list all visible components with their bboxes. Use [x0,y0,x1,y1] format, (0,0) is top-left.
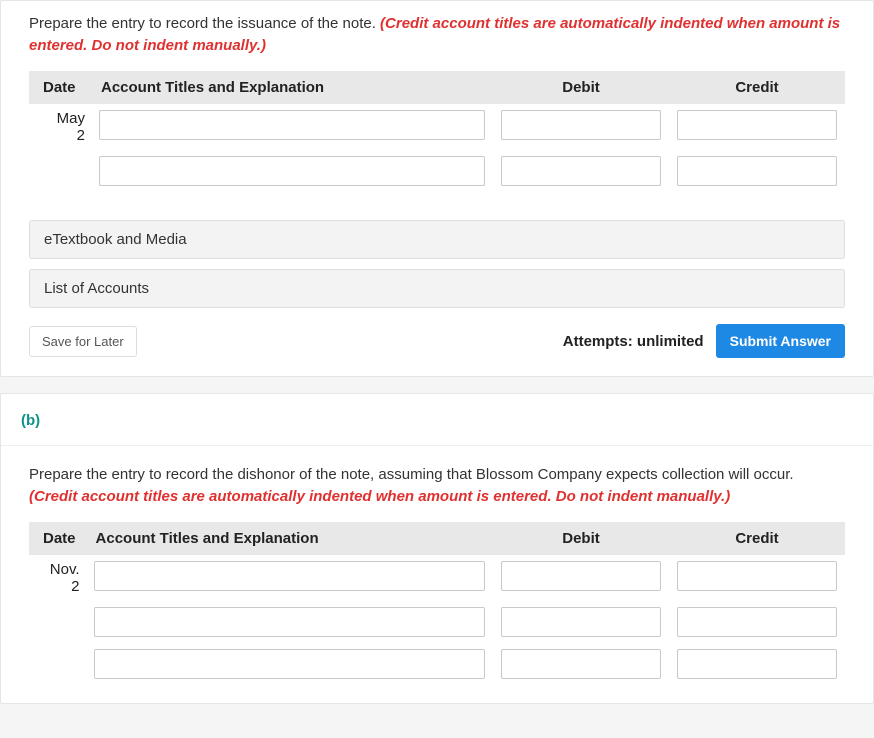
part-a-card: Prepare the entry to record the issuance… [0,0,874,377]
credit-input[interactable] [677,156,837,186]
date-cell: May 2 [29,104,91,151]
part-a-instruction: Prepare the entry to record the issuance… [29,13,845,57]
debit-input[interactable] [501,156,661,186]
list-of-accounts-panel[interactable]: List of Accounts [29,269,845,308]
attempts-text: Attempts: unlimited [563,333,704,350]
th-credit: Credit [669,522,845,555]
date-month: Nov. [50,561,80,578]
debit-input[interactable] [501,110,661,140]
instruction-text: Prepare the entry to record the dishonor… [29,466,794,483]
account-input[interactable] [94,561,485,591]
account-input[interactable] [99,110,485,140]
part-b-instruction: Prepare the entry to record the dishonor… [29,464,845,508]
account-input[interactable] [94,649,485,679]
th-credit: Credit [669,71,845,104]
credit-input[interactable] [677,607,837,637]
account-input[interactable] [99,156,485,186]
submit-answer-button[interactable]: Submit Answer [716,324,845,358]
journal-table-a: Date Account Titles and Explanation Debi… [29,71,845,193]
table-row [29,643,845,685]
part-b-label: (b) [1,394,873,446]
etextbook-label: eTextbook and Media [44,231,187,248]
credit-input[interactable] [677,561,837,591]
footer-bar: Save for Later Attempts: unlimited Submi… [1,308,873,358]
list-of-accounts-label: List of Accounts [44,280,149,297]
table-row [29,150,845,192]
table-row: Nov. 2 [29,555,845,602]
table-row: May 2 [29,104,845,151]
credit-input[interactable] [677,649,837,679]
date-cell: Nov. 2 [29,555,86,602]
instruction-hint: (Credit account titles are automatically… [29,488,730,505]
th-account: Account Titles and Explanation [91,71,493,104]
journal-table-b: Date Account Titles and Explanation Debi… [29,522,845,686]
table-row [29,601,845,643]
date-day: 2 [77,127,85,144]
etextbook-panel[interactable]: eTextbook and Media [29,220,845,259]
part-b-card: (b) Prepare the entry to record the dish… [0,393,874,704]
credit-input[interactable] [677,110,837,140]
debit-input[interactable] [501,649,661,679]
instruction-text: Prepare the entry to record the issuance… [29,15,380,32]
th-date: Date [29,522,86,555]
account-input[interactable] [94,607,485,637]
date-day: 2 [71,578,79,595]
th-date: Date [29,71,91,104]
th-debit: Debit [493,522,669,555]
th-account: Account Titles and Explanation [86,522,493,555]
date-month: May [57,110,85,127]
debit-input[interactable] [501,607,661,637]
debit-input[interactable] [501,561,661,591]
save-for-later-button[interactable]: Save for Later [29,326,137,357]
th-debit: Debit [493,71,669,104]
